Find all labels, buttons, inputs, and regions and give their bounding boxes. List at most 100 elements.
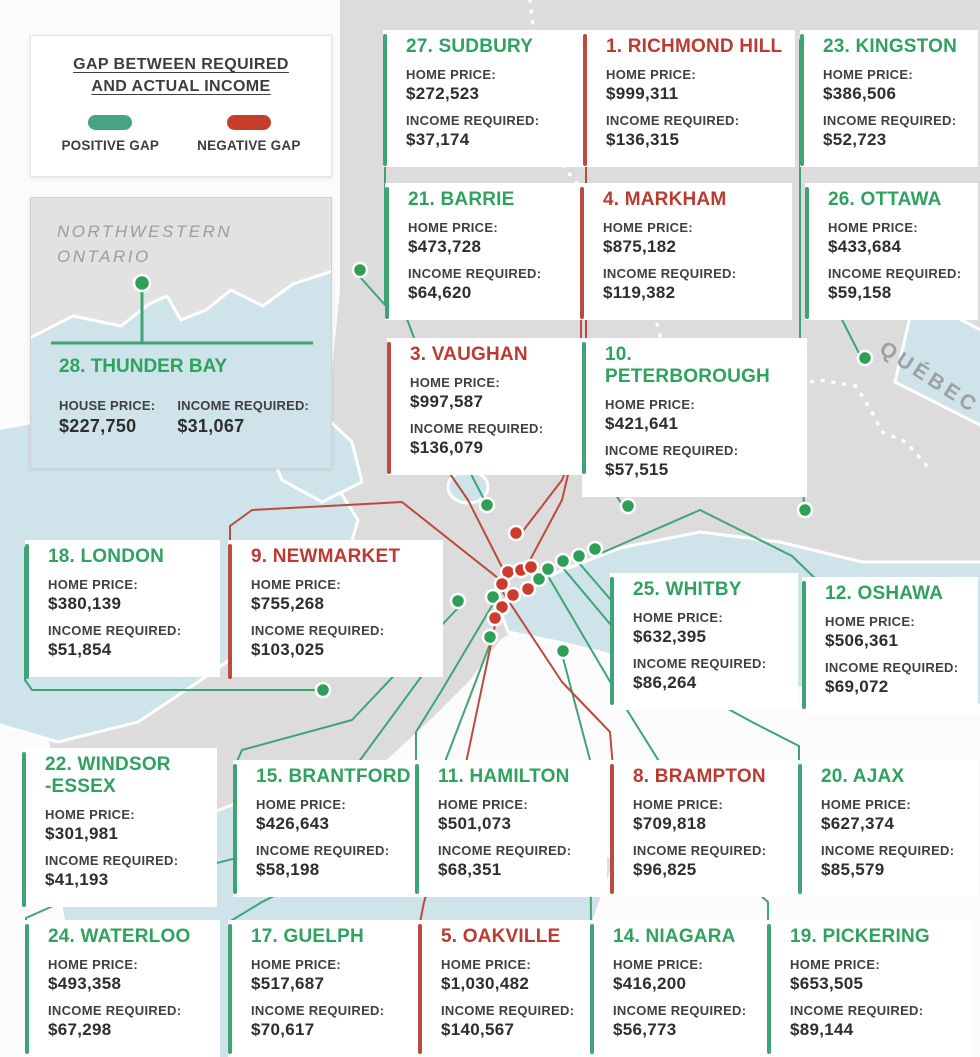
legend-box: GAP BETWEEN REQUIRED AND ACTUAL INCOME P… bbox=[30, 35, 332, 177]
legend-title-line2: AND ACTUAL INCOME bbox=[91, 78, 271, 96]
income-required-value: $136,079 bbox=[410, 437, 484, 457]
gap-indicator-line bbox=[610, 764, 614, 894]
city-card: 11. HAMILTON HOME PRICE: $501,073 INCOME… bbox=[415, 760, 607, 897]
home-price-label: HOME PRICE: bbox=[48, 576, 138, 592]
city-name: 5. OAKVILLE bbox=[441, 926, 561, 947]
gap-indicator-line bbox=[580, 187, 584, 319]
home-price-value: $506,361 bbox=[825, 630, 899, 650]
home-price-label: HOME PRICE: bbox=[633, 796, 723, 812]
city-dot bbox=[449, 592, 467, 610]
city-dot bbox=[481, 628, 499, 646]
city-dot bbox=[351, 261, 369, 279]
home-price-value: $709,818 bbox=[633, 813, 707, 833]
city-dot bbox=[507, 524, 525, 542]
city-dot bbox=[530, 570, 548, 588]
city-dot bbox=[504, 586, 522, 604]
income-required-value: $31,067 bbox=[177, 416, 245, 436]
city-name: 14. NIAGARA bbox=[613, 926, 736, 947]
city-name: 4. MARKHAM bbox=[603, 189, 727, 210]
city-dot bbox=[796, 501, 814, 519]
home-price-value: $997,587 bbox=[410, 391, 484, 411]
city-dot bbox=[539, 560, 557, 578]
city-name: 17. GUELPH bbox=[251, 926, 364, 947]
home-price-label: HOME PRICE: bbox=[821, 796, 911, 812]
home-price-label: HOME PRICE: bbox=[633, 609, 723, 625]
gap-indicator-line bbox=[418, 924, 422, 1054]
income-required-label: INCOME REQUIRED: bbox=[406, 112, 540, 128]
city-dot bbox=[619, 497, 637, 515]
home-price-value: $501,073 bbox=[438, 813, 512, 833]
home-price-value: $272,523 bbox=[406, 83, 480, 103]
ottawa-river bbox=[893, 293, 980, 427]
home-price-value: $632,395 bbox=[633, 626, 707, 646]
income-required-block: INCOME REQUIRED: $31,067 bbox=[177, 398, 309, 446]
city-card: 23. KINGSTON HOME PRICE: $386,506 INCOME… bbox=[800, 30, 978, 167]
gap-indicator-line bbox=[383, 34, 387, 166]
city-name: 3. VAUGHAN bbox=[410, 344, 528, 365]
city-name: 26. OTTAWA bbox=[828, 189, 942, 210]
income-required-label: INCOME REQUIRED: bbox=[613, 1002, 747, 1018]
city-name: 23. KINGSTON bbox=[823, 36, 958, 57]
city-card: 1. RICHMOND HILL HOME PRICE: $999,311 IN… bbox=[583, 30, 795, 167]
home-price-value: $380,139 bbox=[48, 593, 122, 613]
city-name: 11. HAMILTON bbox=[438, 766, 570, 787]
income-required-label: INCOME REQUIRED: bbox=[605, 442, 739, 458]
city-dot bbox=[519, 580, 537, 598]
home-price-value: $433,684 bbox=[828, 236, 902, 256]
income-required-label: INCOME REQUIRED: bbox=[821, 842, 955, 858]
city-card: 17. GUELPH HOME PRICE: $517,687 INCOME R… bbox=[228, 920, 423, 1057]
income-required-value: $69,072 bbox=[825, 676, 889, 696]
gap-indicator-line bbox=[805, 187, 809, 319]
home-price-value: $416,200 bbox=[613, 973, 687, 993]
home-price-label: HOME PRICE: bbox=[406, 66, 496, 82]
income-required-label: INCOME REQUIRED: bbox=[251, 622, 385, 638]
home-price-label: HOME PRICE: bbox=[45, 806, 135, 822]
income-required-value: $67,298 bbox=[48, 1019, 112, 1039]
city-name: 12. OSHAWA bbox=[825, 583, 944, 604]
inset-map bbox=[31, 198, 331, 468]
negative-gap-swatch bbox=[226, 114, 271, 130]
home-price-value: $653,505 bbox=[790, 973, 864, 993]
income-required-value: $56,773 bbox=[613, 1019, 677, 1039]
city-name: 21. BARRIE bbox=[408, 189, 515, 210]
city-card: 9. NEWMARKET HOME PRICE: $755,268 INCOME… bbox=[228, 540, 443, 679]
home-price-label: HOME PRICE: bbox=[613, 956, 703, 972]
income-required-label: INCOME REQUIRED: bbox=[828, 265, 962, 281]
income-required-value: $58,198 bbox=[256, 859, 320, 879]
home-price-value: $517,687 bbox=[251, 973, 325, 993]
house-price-block: HOUSE PRICE: $227,750 bbox=[59, 398, 155, 446]
home-price-label: HOME PRICE: bbox=[603, 219, 693, 235]
gap-indicator-line bbox=[22, 752, 26, 907]
home-price-label: HOME PRICE: bbox=[251, 576, 341, 592]
income-required-label: INCOME REQUIRED: bbox=[633, 842, 767, 858]
city-name: 24. WATERLOO bbox=[48, 926, 191, 947]
income-required-value: $85,579 bbox=[821, 859, 885, 879]
income-required-value: $51,854 bbox=[48, 639, 112, 659]
income-required-label: INCOME REQUIRED: bbox=[603, 265, 737, 281]
income-required-label: INCOME REQUIRED: bbox=[256, 842, 390, 858]
city-dot bbox=[554, 552, 572, 570]
gap-indicator-line bbox=[800, 34, 804, 166]
income-required-value: $119,382 bbox=[603, 282, 676, 302]
city-card: 18. LONDON HOME PRICE: $380,139 INCOME R… bbox=[25, 540, 220, 679]
city-card: 21. BARRIE HOME PRICE: $473,728 INCOME R… bbox=[385, 183, 597, 320]
thunder-bay-stats: HOUSE PRICE: $227,750 INCOME REQUIRED: $… bbox=[59, 398, 309, 446]
city-name: 15. BRANTFORD bbox=[256, 766, 411, 787]
home-price-label: HOME PRICE: bbox=[441, 956, 531, 972]
gap-indicator-line bbox=[590, 924, 594, 1054]
home-price-value: $999,311 bbox=[606, 83, 679, 103]
city-dot bbox=[478, 496, 496, 514]
gap-indicator-line bbox=[385, 187, 389, 319]
income-required-value: $86,264 bbox=[633, 672, 697, 692]
gap-indicator-line bbox=[582, 342, 586, 474]
city-card: 5. OAKVILLE HOME PRICE: $1,030,482 INCOM… bbox=[418, 920, 618, 1057]
income-required-label: INCOME REQUIRED: bbox=[251, 1002, 385, 1018]
city-card: 24. WATERLOO HOME PRICE: $493,358 INCOME… bbox=[25, 920, 220, 1057]
income-required-value: $37,174 bbox=[406, 129, 470, 149]
income-required-label: INCOME REQUIRED: bbox=[408, 265, 542, 281]
city-name: 10. PETERBOROUGH bbox=[605, 344, 770, 387]
gap-indicator-line bbox=[583, 34, 587, 166]
income-required-value: $59,158 bbox=[828, 282, 892, 302]
city-card: 20. AJAX HOME PRICE: $627,374 INCOME REQ… bbox=[798, 760, 978, 897]
